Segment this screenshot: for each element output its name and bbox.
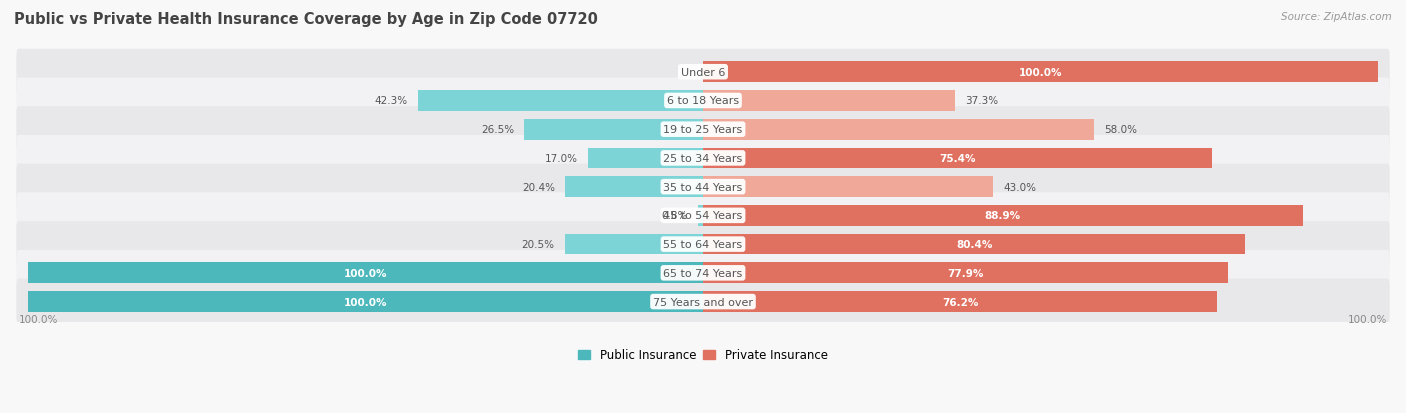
Bar (703, 263, 1229, 283)
Text: 77.9%: 77.9% (948, 268, 984, 278)
Bar (697, 206, 703, 226)
Bar (28, 263, 703, 283)
Text: 55 to 64 Years: 55 to 64 Years (664, 240, 742, 249)
Text: 37.3%: 37.3% (965, 96, 998, 106)
Text: 43.0%: 43.0% (1002, 182, 1036, 192)
FancyBboxPatch shape (17, 50, 1389, 95)
Text: 75 Years and over: 75 Years and over (652, 297, 754, 307)
Text: 26.5%: 26.5% (481, 125, 515, 135)
Bar (703, 206, 1302, 226)
Text: 100.0%: 100.0% (18, 315, 58, 325)
Text: 75.4%: 75.4% (939, 154, 976, 164)
Text: 19 to 25 Years: 19 to 25 Years (664, 125, 742, 135)
FancyBboxPatch shape (17, 193, 1389, 239)
Text: 100.0%: 100.0% (1018, 68, 1062, 78)
Text: 20.5%: 20.5% (522, 240, 554, 249)
Bar (703, 234, 1246, 255)
Bar (524, 119, 703, 140)
Bar (588, 148, 703, 169)
Text: 0.8%: 0.8% (661, 211, 688, 221)
Text: Source: ZipAtlas.com: Source: ZipAtlas.com (1281, 12, 1392, 22)
Bar (418, 91, 703, 112)
Text: 42.3%: 42.3% (374, 96, 408, 106)
Text: 100.0%: 100.0% (344, 268, 388, 278)
Text: 17.0%: 17.0% (546, 154, 578, 164)
Text: 100.0%: 100.0% (1348, 315, 1388, 325)
Bar (703, 292, 1218, 312)
FancyBboxPatch shape (17, 107, 1389, 153)
FancyBboxPatch shape (17, 164, 1389, 210)
FancyBboxPatch shape (17, 279, 1389, 325)
Bar (703, 91, 955, 112)
Text: 6 to 18 Years: 6 to 18 Years (666, 96, 740, 106)
Text: Under 6: Under 6 (681, 68, 725, 78)
Text: 80.4%: 80.4% (956, 240, 993, 249)
Bar (703, 177, 993, 197)
Text: 25 to 34 Years: 25 to 34 Years (664, 154, 742, 164)
Text: 58.0%: 58.0% (1104, 125, 1137, 135)
Bar (703, 148, 1212, 169)
Bar (565, 177, 703, 197)
Bar (28, 292, 703, 312)
Legend: Public Insurance, Private Insurance: Public Insurance, Private Insurance (574, 344, 832, 366)
Bar (703, 119, 1094, 140)
FancyBboxPatch shape (17, 250, 1389, 296)
Text: 76.2%: 76.2% (942, 297, 979, 307)
FancyBboxPatch shape (17, 135, 1389, 181)
Text: Public vs Private Health Insurance Coverage by Age in Zip Code 07720: Public vs Private Health Insurance Cover… (14, 12, 598, 27)
Text: 35 to 44 Years: 35 to 44 Years (664, 182, 742, 192)
FancyBboxPatch shape (17, 222, 1389, 268)
Bar (703, 62, 1378, 83)
Text: 20.4%: 20.4% (522, 182, 555, 192)
Text: 65 to 74 Years: 65 to 74 Years (664, 268, 742, 278)
Text: 45 to 54 Years: 45 to 54 Years (664, 211, 742, 221)
FancyBboxPatch shape (17, 78, 1389, 124)
Text: 88.9%: 88.9% (984, 211, 1021, 221)
Bar (565, 234, 703, 255)
Text: 100.0%: 100.0% (344, 297, 388, 307)
